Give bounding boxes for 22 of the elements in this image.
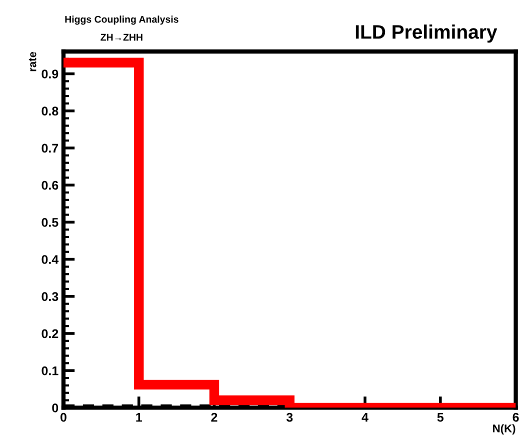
y-tick-label: 0.4 [42,255,59,264]
chart-title: Higgs Coupling Analysis [65,16,178,25]
y-tick-label: 0.8 [42,106,58,116]
y-tick-label: 0 [52,403,58,412]
x-tick-label: 6 [512,412,519,422]
y-tick-label: 0.2 [42,329,58,338]
y-tick-label: 0.7 [42,144,58,153]
y-tick-label: 0.3 [42,292,58,302]
x-tick-label: 0 [60,412,66,422]
y-tick-label: 0.6 [42,180,58,190]
x-axis-title: N(K) [493,424,516,435]
chart-subtitle: ZH→ZHH [100,34,142,41]
x-tick-label: 3 [286,412,293,422]
x-tick-label: 4 [362,413,368,422]
x-tick-label: 5 [437,413,444,422]
y-tick-label: 0.9 [42,70,58,78]
y-tick-label: 0.1 [42,366,58,376]
y-tick-label: 0.5 [42,218,58,227]
x-tick-label: 1 [136,413,142,422]
text: ILD Preliminary [356,24,498,43]
x-tick-label: 2 [211,412,218,422]
y-axis-title: rate [28,52,36,72]
